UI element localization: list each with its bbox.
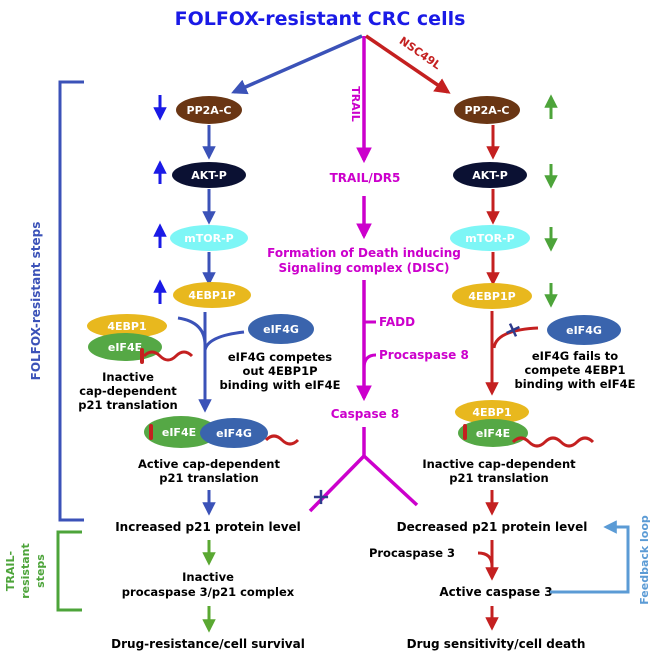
left-compete-text: binding with eIF4E	[219, 378, 340, 392]
left-active-text: p21 translation	[159, 471, 258, 485]
trail-steps-label-2: resistant	[19, 543, 32, 599]
right-decreased-text: Decreased p21 protein level	[397, 520, 588, 534]
left-akt-label: AKT-P	[191, 169, 227, 182]
left-mtor-label: mTOR-P	[184, 232, 233, 245]
folfox-bracket	[58, 80, 84, 522]
left-compete-text: out 4EBP1P	[242, 364, 317, 378]
right-4ebp1p-label: 4EBP1P	[468, 290, 515, 303]
trail-label: TRAIL	[349, 86, 362, 122]
right-merge-line	[492, 326, 539, 349]
page-title: FOLFOX-resistant CRC cells	[175, 8, 466, 30]
caspase8-label: Caspase 8	[331, 407, 400, 421]
right-fails-text: binding with eIF4E	[514, 377, 635, 391]
left-eif4e-b-label: eIF4E	[162, 426, 196, 439]
arrow-nsc49l	[365, 34, 451, 94]
left-merge-line	[203, 330, 245, 351]
left-eif4g-node	[248, 314, 314, 344]
folfox-steps-label: FOLFOX-resistant steps	[29, 222, 43, 381]
right-eif4g-label: eIF4G	[566, 324, 602, 337]
left-inactive-text: Inactive	[102, 370, 154, 384]
trail-dr5-label: TRAIL/DR5	[330, 171, 401, 185]
left-4ebp1p-node	[173, 282, 251, 308]
procaspase3-join	[477, 551, 494, 567]
right-pp2a-label: PP2A-C	[465, 104, 510, 117]
mrna-cap	[149, 424, 153, 440]
fadd-label: FADD	[379, 315, 415, 329]
center-fork	[308, 454, 366, 513]
right-mtor-label: mTOR-P	[465, 232, 514, 245]
mrna-strand	[142, 350, 194, 362]
right-eif4g-node	[547, 315, 621, 345]
right-mtor-node	[450, 225, 530, 251]
left-pp2a-label: PP2A-C	[187, 104, 232, 117]
right-outcome-text: Drug sensitivity/cell death	[407, 637, 586, 651]
caspase3-label: Active caspase 3	[439, 585, 552, 599]
left-eif4g-b-node	[200, 418, 268, 448]
left-increased-text: Increased p21 protein level	[115, 520, 301, 534]
procaspase3-label: Procaspase 3	[369, 546, 455, 560]
right-4ebp1-label: 4EBP1	[472, 406, 511, 419]
left-akt-node	[172, 162, 246, 188]
left-complex-text: Inactive	[182, 570, 234, 584]
right-pp2a-node	[454, 96, 520, 124]
right-inactive-text: Inactive cap-dependent	[422, 457, 576, 471]
left-4ebp1-label: 4EBP1	[107, 320, 146, 333]
mrna-cap	[463, 424, 467, 440]
disc-text: Signaling complex (DISC)	[279, 261, 450, 275]
nsc49l-label: NSC49L	[397, 34, 443, 72]
left-eif4e-label: eIF4E	[108, 341, 142, 354]
left-pp2a-node	[176, 96, 242, 124]
left-eif4g-label: eIF4G	[263, 323, 299, 336]
left-outcome-text: Drug-resistance/cell survival	[111, 637, 305, 651]
left-complex-text: procaspase 3/p21 complex	[122, 585, 295, 599]
left-merge-line	[177, 316, 207, 346]
right-akt-label: AKT-P	[472, 169, 508, 182]
trail-bracket	[56, 530, 82, 612]
left-inactive-text: cap-dependent	[79, 384, 177, 398]
right-fails-text: eIF4G fails to	[532, 349, 618, 363]
procaspase8-join	[362, 353, 377, 369]
left-4ebp1p-label: 4EBP1P	[188, 289, 235, 302]
right-4ebp1-node	[455, 400, 529, 424]
right-4ebp1p-node	[452, 283, 532, 309]
mrna-strand	[511, 436, 595, 448]
right-fails-text: compete 4EBP1	[524, 363, 625, 377]
left-compete-text: eIF4G competes	[228, 350, 332, 364]
trail-steps-label-3: steps	[34, 554, 47, 588]
procaspase8-label: Procaspase 8	[379, 348, 469, 362]
left-inactive-text: p21 translation	[78, 398, 177, 412]
right-inactive-text: p21 translation	[449, 471, 548, 485]
mrna-strand	[264, 434, 300, 446]
inhibition-cross-icon	[313, 489, 329, 505]
trail-steps-label-1: TRAIL-	[4, 551, 17, 591]
right-eif4e-node	[458, 419, 528, 447]
right-akt-node	[453, 162, 527, 188]
right-eif4e-label: eIF4E	[476, 427, 510, 440]
left-mtor-node	[170, 225, 248, 251]
left-eif4g-b-label: eIF4G	[216, 427, 252, 440]
left-eif4e-b-node	[144, 416, 218, 448]
feedback-loop-arrow	[550, 520, 630, 594]
disc-text: Formation of Death inducing	[267, 246, 461, 260]
left-active-text: Active cap-dependent	[138, 457, 281, 471]
mrna-cap	[140, 348, 144, 364]
left-4ebp1-node	[87, 314, 167, 338]
inhibition-cross-icon	[506, 323, 520, 337]
arrow-to-left-branch	[231, 34, 363, 95]
feedback-loop-label: Feedback loop	[638, 515, 651, 605]
center-fork	[362, 454, 419, 507]
